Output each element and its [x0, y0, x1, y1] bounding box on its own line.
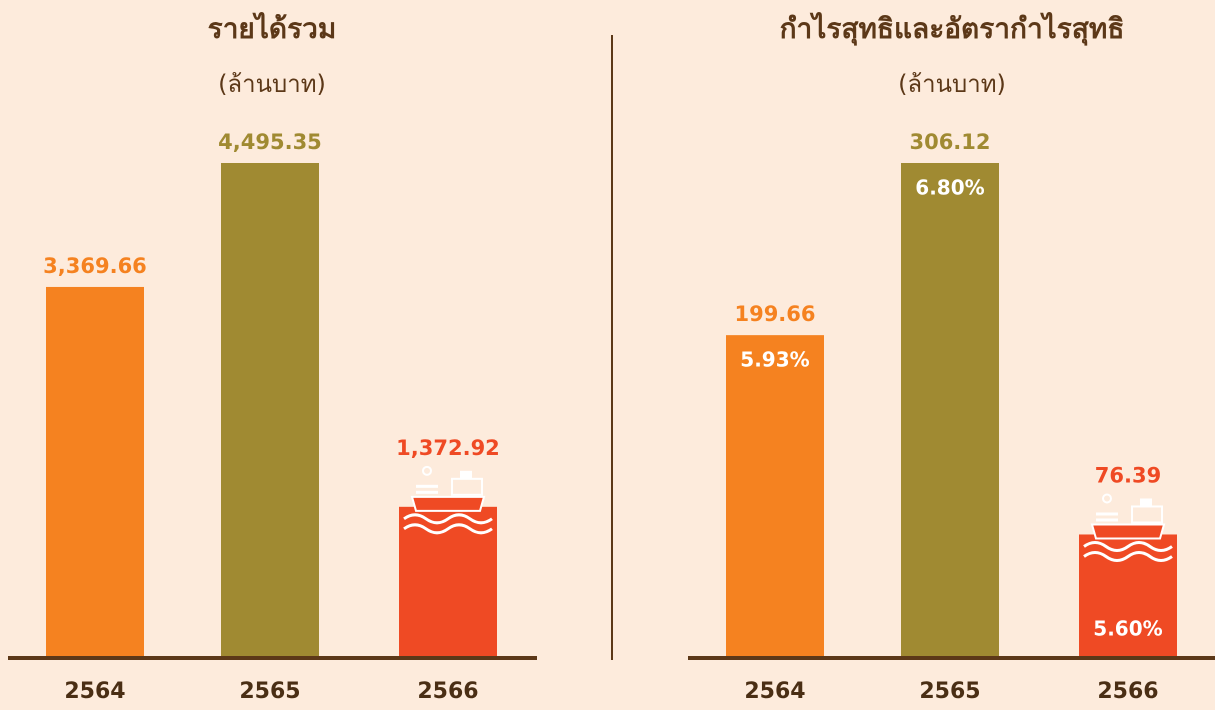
ship-icon-hull: [1090, 523, 1166, 540]
ship-icon: [1083, 493, 1173, 562]
chart-subtitle: (ล้านบาท): [898, 70, 1006, 98]
ship-icon-wave: [1083, 540, 1173, 552]
ship-icon-wave: [1083, 550, 1173, 562]
ship-icon-hull: [410, 495, 486, 512]
margin-label: 5.60%: [1093, 617, 1162, 641]
ship-icon-pin: [1102, 493, 1112, 504]
ship-icon-wave: [403, 513, 493, 525]
value-label: 306.12: [909, 130, 990, 154]
bar: [46, 286, 144, 658]
x-tick-label: 2565: [919, 679, 980, 704]
value-label: 1,372.92: [396, 436, 500, 460]
ship-icon-stack: [460, 470, 472, 479]
bar: [221, 163, 319, 658]
chart-subtitle: (ล้านบาท): [218, 70, 326, 98]
bar: [901, 163, 999, 658]
margin-label: 6.80%: [915, 176, 984, 200]
ship-icon-flag: [416, 490, 438, 494]
ship-icon-stack: [1140, 498, 1152, 507]
ship-icon-pin: [422, 465, 432, 476]
chart-title: รายได้รวม: [208, 12, 337, 45]
ship-icon-flag: [1096, 518, 1118, 522]
value-label: 199.66: [734, 302, 815, 326]
x-tick-label: 2566: [417, 679, 478, 704]
ship-icon-wave: [403, 523, 493, 535]
value-label: 76.39: [1095, 463, 1161, 487]
value-label: 4,495.35: [218, 130, 322, 154]
x-tick-label: 2564: [744, 679, 805, 704]
value-label: 3,369.66: [43, 254, 147, 278]
ship-icon-flag: [1096, 512, 1118, 516]
ship-icon-cabin: [451, 477, 483, 496]
x-tick-label: 2566: [1097, 679, 1158, 704]
margin-label: 5.93%: [740, 348, 809, 372]
x-tick-label: 2565: [239, 679, 300, 704]
ship-icon-flag: [416, 484, 438, 488]
bar: [726, 335, 824, 658]
chart-title: กำไรสุทธิและอัตรากำไรสุทธิ: [780, 12, 1125, 46]
ship-icon: [403, 465, 493, 535]
ship-icon-cabin: [1131, 505, 1163, 524]
x-tick-label: 2564: [64, 679, 125, 704]
